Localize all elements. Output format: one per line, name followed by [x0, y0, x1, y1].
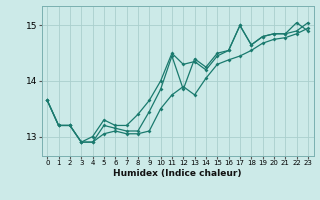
X-axis label: Humidex (Indice chaleur): Humidex (Indice chaleur) [113, 169, 242, 178]
